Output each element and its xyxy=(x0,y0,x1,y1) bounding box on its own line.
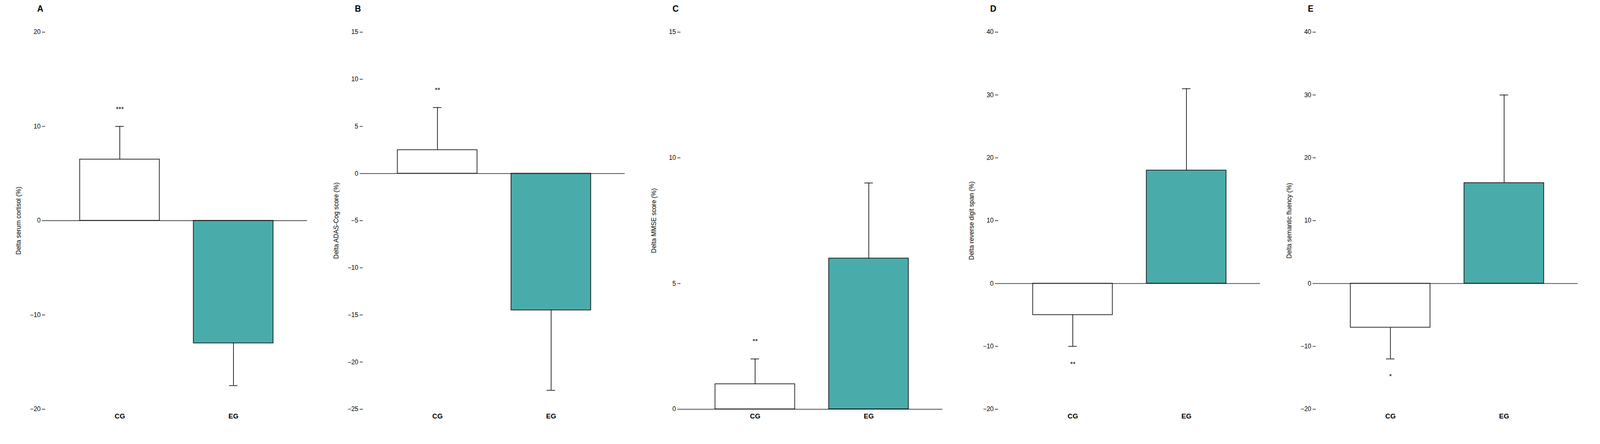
svg-text:20: 20 xyxy=(986,154,994,162)
svg-text:Delta serum cortisol (%): Delta serum cortisol (%) xyxy=(14,186,23,255)
svg-text:15: 15 xyxy=(668,28,677,36)
svg-text:30: 30 xyxy=(986,91,994,99)
svg-text:−15: −15 xyxy=(347,311,359,319)
svg-text:EG: EG xyxy=(228,412,239,421)
svg-text:−10: −10 xyxy=(1300,342,1312,351)
svg-text:10: 10 xyxy=(351,75,359,83)
svg-text:**: ** xyxy=(752,337,758,346)
svg-text:EG: EG xyxy=(1181,412,1192,421)
html-text:D: D xyxy=(990,4,997,14)
svg-text:10: 10 xyxy=(986,216,994,225)
svg-text:5: 5 xyxy=(672,279,677,288)
svg-text:***: *** xyxy=(115,105,124,114)
svg-text:−25: −25 xyxy=(347,405,359,413)
svg-text:20: 20 xyxy=(33,28,41,36)
svg-text:10: 10 xyxy=(33,122,41,131)
svg-text:**: ** xyxy=(1069,360,1076,369)
svg-text:CG: CG xyxy=(432,412,444,421)
svg-text:Delta ADAS-Cog score (%): Delta ADAS-Cog score (%) xyxy=(332,182,340,259)
svg-text:10: 10 xyxy=(1304,216,1312,225)
svg-text:20: 20 xyxy=(1304,154,1312,162)
svg-text:0: 0 xyxy=(1307,279,1312,288)
svg-text:*: * xyxy=(1389,372,1392,381)
svg-text:−20: −20 xyxy=(29,405,41,413)
svg-text:Delta reverse digit span (%): Delta reverse digit span (%) xyxy=(967,181,976,260)
svg-text:Delta MMSE score (%): Delta MMSE score (%) xyxy=(650,188,658,253)
svg-text:5: 5 xyxy=(354,122,359,131)
svg-text:**: ** xyxy=(434,86,440,95)
svg-text:CG: CG xyxy=(750,412,761,421)
svg-text:0: 0 xyxy=(354,169,359,178)
svg-text:−20: −20 xyxy=(347,358,359,367)
svg-text:CG: CG xyxy=(1385,412,1397,421)
svg-text:−20: −20 xyxy=(1300,405,1312,413)
svg-text:15: 15 xyxy=(351,28,359,36)
svg-text:−10: −10 xyxy=(982,342,994,351)
html-text:C: C xyxy=(672,4,679,14)
svg-text:CG: CG xyxy=(114,412,126,421)
svg-text:EG: EG xyxy=(1499,412,1510,421)
svg-text:30: 30 xyxy=(1304,91,1312,99)
svg-text:0: 0 xyxy=(990,279,994,288)
svg-text:CG: CG xyxy=(1067,412,1079,421)
svg-text:40: 40 xyxy=(986,28,994,36)
svg-text:10: 10 xyxy=(668,154,677,162)
svg-text:−10: −10 xyxy=(347,264,359,272)
html-text:B: B xyxy=(354,4,362,14)
svg-text:−20: −20 xyxy=(982,405,994,413)
svg-text:EG: EG xyxy=(546,412,557,421)
svg-text:EG: EG xyxy=(863,412,874,421)
svg-text:−10: −10 xyxy=(29,311,41,319)
svg-text:40: 40 xyxy=(1304,28,1312,36)
svg-text:Delta semantic fluency (%): Delta semantic fluency (%) xyxy=(1285,182,1293,259)
html-text:E: E xyxy=(1307,4,1314,14)
svg-text:−5: −5 xyxy=(351,216,359,225)
html-text:A: A xyxy=(37,4,44,14)
svg-text:0: 0 xyxy=(37,216,41,225)
svg-text:0: 0 xyxy=(672,405,677,413)
